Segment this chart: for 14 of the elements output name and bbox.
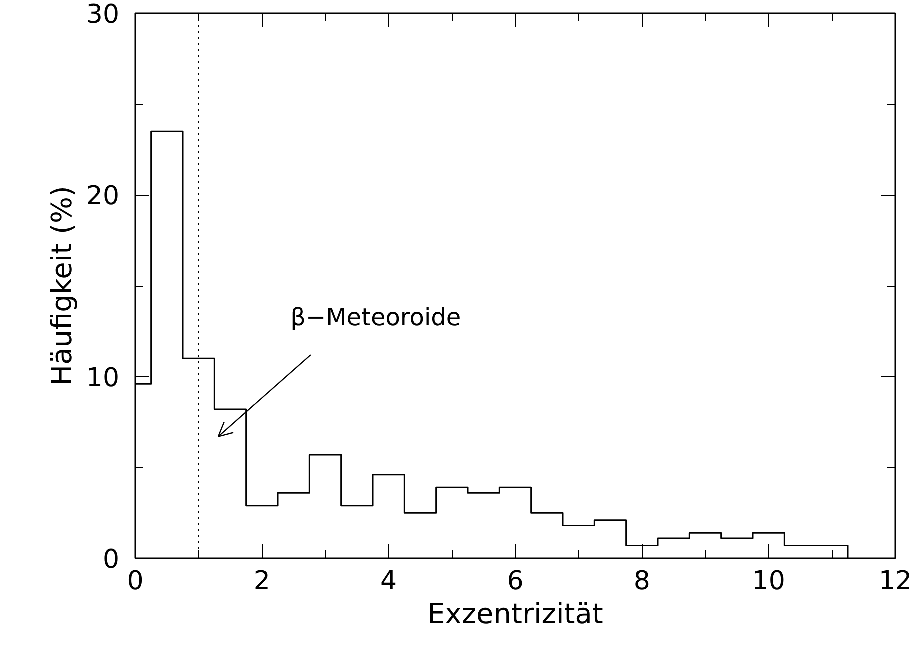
x-tick-label: 8 bbox=[634, 566, 650, 596]
y-tick-label: 0 bbox=[102, 545, 120, 575]
y-axis-title: Häufigkeit (%) bbox=[45, 186, 78, 386]
x-axis-title: Exzentrizität bbox=[428, 598, 604, 630]
annotation: β−Meteoroide bbox=[290, 303, 462, 332]
x-tick-label: 2 bbox=[254, 566, 270, 596]
x-tick-label: 12 bbox=[878, 566, 912, 596]
x-tick-label: 4 bbox=[380, 566, 398, 596]
y-tick-label: 30 bbox=[86, 0, 120, 30]
x-tick-label: 6 bbox=[507, 566, 524, 596]
x-tick-label: 0 bbox=[127, 566, 144, 596]
y-tick-label: 20 bbox=[86, 182, 120, 212]
y-tick-label: 10 bbox=[86, 363, 120, 394]
x-tick-label: 10 bbox=[752, 566, 786, 596]
